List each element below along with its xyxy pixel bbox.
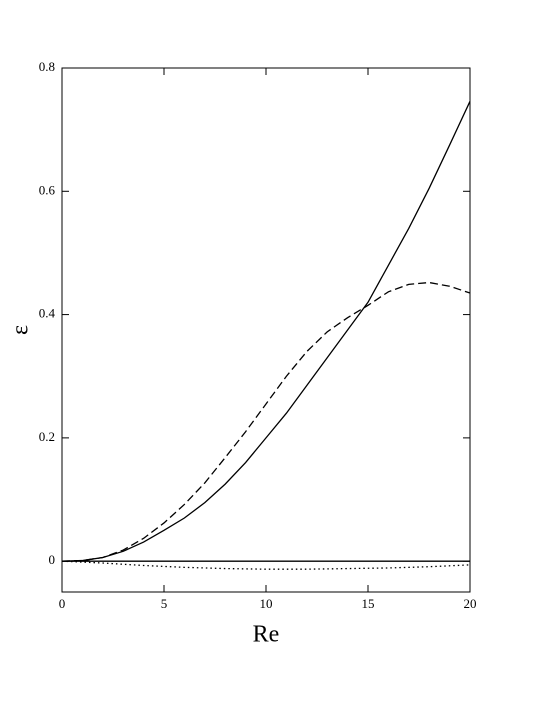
x-tick-label: 5 xyxy=(161,596,168,611)
x-tick-label: 10 xyxy=(260,596,273,611)
plot-frame xyxy=(61,67,471,593)
x-tick-label: 15 xyxy=(362,596,375,611)
x-tick-label: 20 xyxy=(464,596,477,611)
data-line xyxy=(61,560,471,570)
y-axis-title: ε xyxy=(8,325,34,335)
x-tick-label: 0 xyxy=(59,596,66,611)
data-line xyxy=(61,281,471,562)
y-tick-label: 0 xyxy=(49,552,56,567)
y-tick-label: 0.8 xyxy=(39,59,55,74)
y-tick-label: 0.6 xyxy=(39,182,56,197)
y-tick-label: 0.4 xyxy=(39,306,56,321)
y-tick-label: 0.2 xyxy=(39,429,55,444)
data-line xyxy=(61,101,471,562)
x-axis-title: Re xyxy=(253,622,280,648)
